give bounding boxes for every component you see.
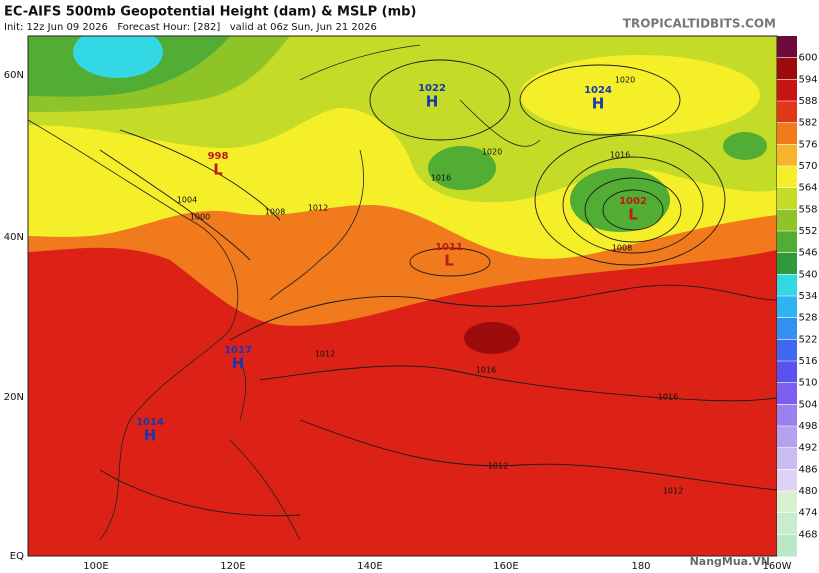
- colorbar-segment: [777, 144, 797, 167]
- isobar-label: 1020: [615, 76, 635, 85]
- lat-label: 20N: [4, 392, 24, 403]
- colorbar-segment: [777, 166, 797, 189]
- center-value: 1024: [584, 85, 612, 96]
- colorbar-segment: [777, 36, 797, 59]
- colorbar-segment: [777, 209, 797, 232]
- colorbar-segment: [777, 426, 797, 449]
- colorbar-label: 480: [798, 486, 817, 497]
- isobar-label: 1012: [308, 204, 328, 213]
- center-symbol: H: [144, 427, 157, 445]
- colorbar-segment: [777, 491, 797, 514]
- colorbar-label: 534: [798, 291, 817, 302]
- center-symbol: H: [426, 93, 439, 111]
- center-symbol: H: [232, 355, 245, 373]
- colorbar-segment: [777, 296, 797, 319]
- isobars: [99, 59, 777, 517]
- colorbar-label: 516: [798, 356, 817, 367]
- isobar-label: 1016: [658, 393, 678, 402]
- field-green-blob: [428, 146, 496, 190]
- colorbar-label: 546: [798, 248, 817, 259]
- colorbar-segment: [777, 187, 797, 210]
- center-value: 1017: [224, 345, 252, 356]
- colorbar-segment: [777, 382, 797, 405]
- isobar-label: 1016: [476, 366, 496, 375]
- center-value: 1022: [418, 83, 446, 94]
- lat-label: 60N: [4, 70, 24, 81]
- field-dark-red: [464, 322, 520, 354]
- site-credit: TROPICALTIDBITS.COM: [623, 17, 776, 31]
- colorbar-label: 576: [798, 139, 817, 150]
- colorbar-label: 588: [798, 96, 817, 107]
- colorbar-segment: [777, 274, 797, 297]
- isobar-label: 1020: [482, 148, 502, 157]
- isobar-label: 1012: [663, 487, 683, 496]
- isobar-label: 1008: [612, 244, 632, 253]
- colorbar-label: 582: [798, 118, 817, 129]
- colorbar-label: 498: [798, 421, 817, 432]
- colorbar-label: 522: [798, 334, 817, 345]
- colorbar-segment: [777, 79, 797, 102]
- colorbar-label: 486: [798, 464, 817, 475]
- colorbar-label: 564: [798, 183, 817, 194]
- colorbar-label: 492: [798, 443, 817, 454]
- colorbar-label: 540: [798, 269, 817, 280]
- subtitle: Init: 12z Jun 09 2026 Forecast Hour: [28…: [4, 22, 377, 33]
- center-symbol: L: [628, 206, 638, 224]
- colorbar-label: 558: [798, 204, 817, 215]
- lon-label: 100E: [83, 561, 108, 572]
- center-symbol: H: [592, 95, 605, 113]
- isobar-label: 1004: [177, 196, 197, 205]
- lon-label: 160W: [763, 561, 792, 572]
- colorbar-segment: [777, 57, 797, 80]
- isobar-label: 1000: [190, 213, 210, 222]
- colorbar-segment: [777, 469, 797, 492]
- colorbar-label: 510: [798, 378, 817, 389]
- map-field: [28, 36, 777, 556]
- lon-label: 160E: [493, 561, 518, 572]
- lon-label: 140E: [357, 561, 382, 572]
- colorbar-segment: [777, 231, 797, 254]
- colorbar-segment: [777, 317, 797, 340]
- colorbar-label: 594: [798, 74, 817, 85]
- coastlines: [28, 44, 541, 541]
- center-value: 1011: [435, 242, 463, 253]
- colorbar-label: 468: [798, 529, 817, 540]
- title: EC-AIFS 500mb Geopotential Height (dam) …: [4, 5, 416, 20]
- isobar-label: 1016: [610, 151, 630, 160]
- center-value: 998: [208, 151, 229, 162]
- field-green-blob: [723, 132, 767, 160]
- colorbar-segment: [777, 361, 797, 384]
- colorbar-segment: [777, 404, 797, 427]
- colorbar-label: 504: [798, 399, 817, 410]
- colorbar-label: 528: [798, 313, 817, 324]
- colorbar-label: 474: [798, 508, 817, 519]
- colorbar-segment: [777, 447, 797, 470]
- colorbar-segment: [777, 101, 797, 124]
- field-yellow-ridge: [520, 55, 760, 135]
- lat-label: 40N: [4, 232, 24, 243]
- colorbar-label: 600: [798, 53, 817, 64]
- colorbar-segment: [777, 512, 797, 535]
- colorbar-label: 570: [798, 161, 817, 172]
- colorbar-segment: [777, 122, 797, 145]
- colorbar-segment: [777, 339, 797, 362]
- field-low-green: [570, 168, 670, 232]
- colorbar-segment: [777, 534, 797, 557]
- lat-label: EQ: [10, 551, 24, 562]
- watermark: NangMua.VN: [690, 555, 770, 568]
- center-symbol: L: [213, 161, 223, 179]
- isobar-label: 1012: [488, 462, 508, 471]
- lon-label: 120E: [220, 561, 245, 572]
- field-cyan: [73, 36, 163, 78]
- colorbar-label: 552: [798, 226, 817, 237]
- center-symbol: L: [444, 252, 454, 270]
- center-value: 1002: [619, 196, 647, 207]
- colorbar-segment: [777, 252, 797, 275]
- isobar-label: 1016: [431, 174, 451, 183]
- isobar-label: 1012: [315, 350, 335, 359]
- center-value: 1014: [136, 417, 164, 428]
- isobar-label: 1008: [265, 208, 285, 217]
- lon-label: 180: [631, 561, 650, 572]
